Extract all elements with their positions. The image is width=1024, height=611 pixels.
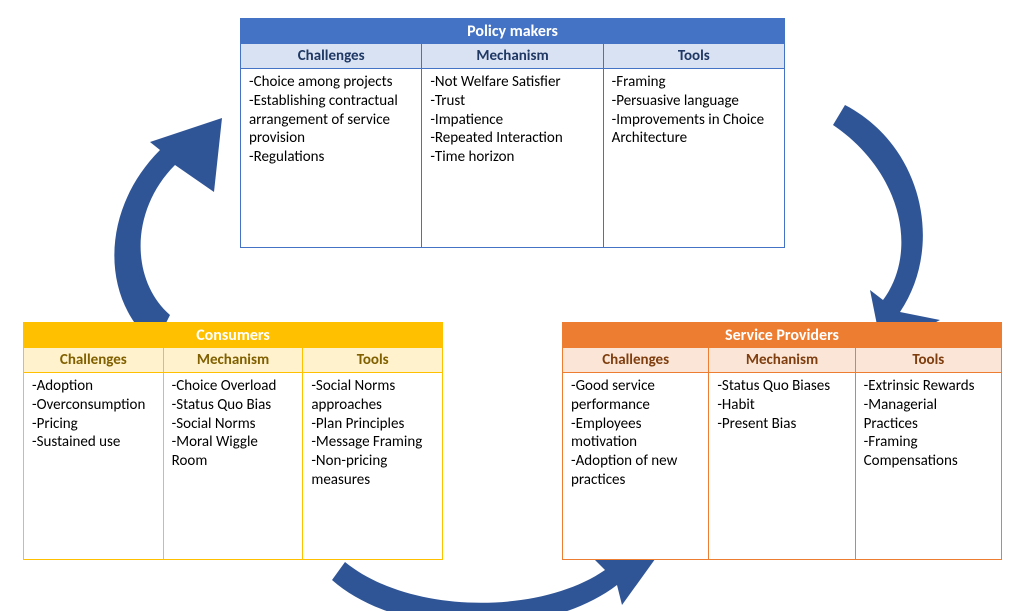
consumers-col-challenges: Challenges -Adoption -Overconsumption -P… bbox=[24, 348, 164, 559]
policy-col-tools: Tools -Framing -Persuasive language -Imp… bbox=[604, 44, 784, 247]
consumers-col-mechanism-body: -Choice Overload -Status Quo Bias -Socia… bbox=[164, 373, 303, 559]
policy-col-challenges: Challenges -Choice among projects -Estab… bbox=[241, 44, 422, 247]
service-providers-title: Service Providers bbox=[563, 323, 1001, 348]
consumers-box: Consumers Challenges -Adoption -Overcons… bbox=[23, 322, 443, 560]
policy-makers-columns: Challenges -Choice among projects -Estab… bbox=[241, 44, 784, 247]
service-providers-box: Service Providers Challenges -Good servi… bbox=[562, 322, 1002, 560]
arrow-consumers-to-policy bbox=[114, 118, 222, 345]
policy-col-mechanism: Mechanism -Not Welfare Satisfier -Trust … bbox=[422, 44, 603, 247]
providers-col-tools-header: Tools bbox=[856, 348, 1001, 373]
consumers-col-tools-header: Tools bbox=[303, 348, 442, 373]
consumers-columns: Challenges -Adoption -Overconsumption -P… bbox=[24, 348, 442, 559]
policy-col-mechanism-body: -Not Welfare Satisfier -Trust -Impatienc… bbox=[422, 69, 602, 247]
consumers-col-tools-body: -Social Norms approaches -Plan Principle… bbox=[303, 373, 442, 559]
policy-makers-box: Policy makers Challenges -Choice among p… bbox=[240, 18, 785, 248]
policy-col-mechanism-header: Mechanism bbox=[422, 44, 602, 69]
consumers-title: Consumers bbox=[24, 323, 442, 348]
providers-col-mechanism-body: -Status Quo Biases -Habit -Present Bias bbox=[709, 373, 854, 559]
policy-col-tools-header: Tools bbox=[604, 44, 784, 69]
arrow-consumers-to-providers bbox=[332, 555, 658, 611]
policy-col-challenges-body: -Choice among projects -Establishing con… bbox=[241, 69, 421, 247]
providers-col-tools: Tools -Extrinsic Rewards -Managerial Pra… bbox=[856, 348, 1001, 559]
policy-col-tools-body: -Framing -Persuasive language -Improveme… bbox=[604, 69, 784, 247]
providers-col-tools-body: -Extrinsic Rewards -Managerial Practices… bbox=[856, 373, 1001, 559]
consumers-col-challenges-body: -Adoption -Overconsumption -Pricing -Sus… bbox=[24, 373, 163, 559]
consumers-col-challenges-header: Challenges bbox=[24, 348, 163, 373]
providers-col-challenges-body: -Good service performance -Employees mot… bbox=[563, 373, 708, 559]
consumers-col-tools: Tools -Social Norms approaches -Plan Pri… bbox=[303, 348, 442, 559]
providers-col-mechanism-header: Mechanism bbox=[709, 348, 854, 373]
consumers-col-mechanism-header: Mechanism bbox=[164, 348, 303, 373]
consumers-col-mechanism: Mechanism -Choice Overload -Status Quo B… bbox=[164, 348, 304, 559]
arrow-policy-to-providers bbox=[833, 105, 940, 350]
providers-col-mechanism: Mechanism -Status Quo Biases -Habit -Pre… bbox=[709, 348, 855, 559]
service-providers-columns: Challenges -Good service performance -Em… bbox=[563, 348, 1001, 559]
policy-col-challenges-header: Challenges bbox=[241, 44, 421, 69]
providers-col-challenges-header: Challenges bbox=[563, 348, 708, 373]
providers-col-challenges: Challenges -Good service performance -Em… bbox=[563, 348, 709, 559]
policy-makers-title: Policy makers bbox=[241, 19, 784, 44]
